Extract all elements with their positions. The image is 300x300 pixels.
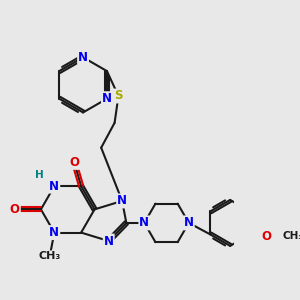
Text: O: O <box>261 230 271 243</box>
Text: CH₃: CH₃ <box>282 231 300 241</box>
Text: N: N <box>184 216 194 230</box>
Text: CH₃: CH₃ <box>39 251 61 261</box>
Text: N: N <box>117 194 127 207</box>
Text: N: N <box>78 51 88 64</box>
Text: O: O <box>10 203 20 216</box>
Text: N: N <box>49 226 59 239</box>
Text: N: N <box>49 180 59 193</box>
Text: S: S <box>114 89 123 103</box>
Text: N: N <box>102 92 112 105</box>
Text: O: O <box>69 156 79 169</box>
Text: N: N <box>104 235 114 248</box>
Text: N: N <box>139 216 149 230</box>
Text: H: H <box>35 170 44 180</box>
